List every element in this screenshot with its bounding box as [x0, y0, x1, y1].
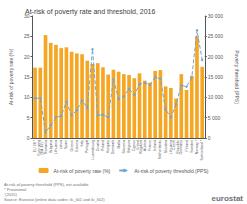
- svg-text:Lithuania: Lithuania: [168, 140, 173, 155]
- svg-text:At-risk-of-poverty threshold (: At-risk-of-poverty threshold (PPS), not …: [4, 182, 89, 187]
- svg-text:Romania: Romania: [44, 140, 48, 154]
- svg-text:15 000: 15 000: [208, 74, 224, 80]
- svg-text:5 000: 5 000: [208, 115, 221, 121]
- svg-text:Italy: Italy: [80, 140, 84, 147]
- svg-text:Estonia: Estonia: [75, 140, 79, 152]
- svg-text:ˆ(2015): ˆ(2015): [4, 192, 17, 197]
- svg-text:EU-28 *: EU-28 *: [33, 140, 38, 153]
- svg-text:eurostat: eurostat: [211, 194, 243, 203]
- svg-text:Spain: Spain: [64, 140, 68, 149]
- svg-text:Germany: Germany: [179, 140, 183, 155]
- svg-text:Malta: Malta: [117, 140, 121, 149]
- svg-text:At-risk of poverty threshold (: At-risk of poverty threshold (PPS): [134, 168, 209, 174]
- svg-text:Croatia: Croatia: [96, 140, 100, 151]
- svg-text:10: 10: [24, 94, 30, 100]
- svg-text:Belgium: Belgium: [127, 140, 131, 153]
- svg-text:United: United: [135, 140, 140, 151]
- svg-text:At-risk of poverty rate (%): At-risk of poverty rate (%): [54, 168, 111, 174]
- svg-text:30: 30: [23, 13, 30, 19]
- svg-text:Netherlands: Netherlands: [158, 140, 162, 159]
- svg-text:Finland: Finland: [185, 140, 189, 152]
- svg-text:Portugal: Portugal: [85, 140, 89, 153]
- svg-text:Czech: Czech: [172, 140, 177, 150]
- svg-text:Euro area: Euro area: [36, 140, 41, 156]
- svg-text:0: 0: [208, 135, 211, 141]
- svg-text:At-risk of poverty rate and th: At-risk of poverty rate and threshold, 2…: [25, 8, 155, 16]
- svg-text:Slovakia: Slovakia: [164, 140, 168, 153]
- svg-text:Lithuania: Lithuania: [54, 140, 58, 154]
- svg-text:Cyprus: Cyprus: [132, 140, 137, 152]
- svg-text:Latvia: Latvia: [59, 140, 63, 149]
- svg-text:25 000: 25 000: [208, 33, 224, 39]
- svg-text:Sweden: Sweden: [190, 140, 194, 153]
- svg-text:30 000: 30 000: [208, 13, 224, 19]
- svg-text:(EA-19) *: (EA-19) *: [40, 140, 44, 155]
- svg-text:20 000: 20 000: [208, 54, 224, 60]
- svg-text:Poland: Poland: [101, 140, 105, 151]
- svg-text:Slovenia: Slovenia: [122, 140, 126, 153]
- svg-text:0: 0: [27, 135, 30, 141]
- svg-text:20: 20: [24, 54, 30, 60]
- svg-text:Switzerland *: Switzerland *: [200, 139, 204, 160]
- svg-text:Denmark: Denmark: [111, 140, 115, 154]
- svg-text:Hungary: Hungary: [106, 140, 110, 153]
- svg-text:Greece: Greece: [70, 140, 74, 152]
- svg-text:Source: Eurostat (online data: Source: Eurostat (online data codes: ilc…: [4, 197, 105, 202]
- svg-text:Kingdom: Kingdom: [139, 140, 144, 154]
- svg-text:Republic: Republic: [175, 140, 180, 154]
- svg-text:At-risk of poverty rate (%): At-risk of poverty rate (%): [8, 48, 14, 105]
- svg-text:25: 25: [24, 33, 30, 39]
- svg-text:Bulgaria: Bulgaria: [49, 140, 53, 153]
- svg-text:Luxembourg: Luxembourg: [91, 140, 95, 160]
- svg-text:Poverty threshold (PPS): Poverty threshold (PPS): [234, 50, 240, 104]
- svg-text:15: 15: [24, 74, 30, 80]
- svg-text:10 000: 10 000: [208, 94, 224, 100]
- svg-text:France: France: [148, 140, 152, 151]
- svg-text:Austria: Austria: [143, 140, 147, 151]
- svg-text:Ireland: Ireland: [153, 140, 157, 151]
- svg-text:5: 5: [27, 115, 30, 121]
- svg-text:* Provisional: * Provisional: [4, 187, 27, 192]
- svg-text:Norway *: Norway *: [195, 139, 199, 154]
